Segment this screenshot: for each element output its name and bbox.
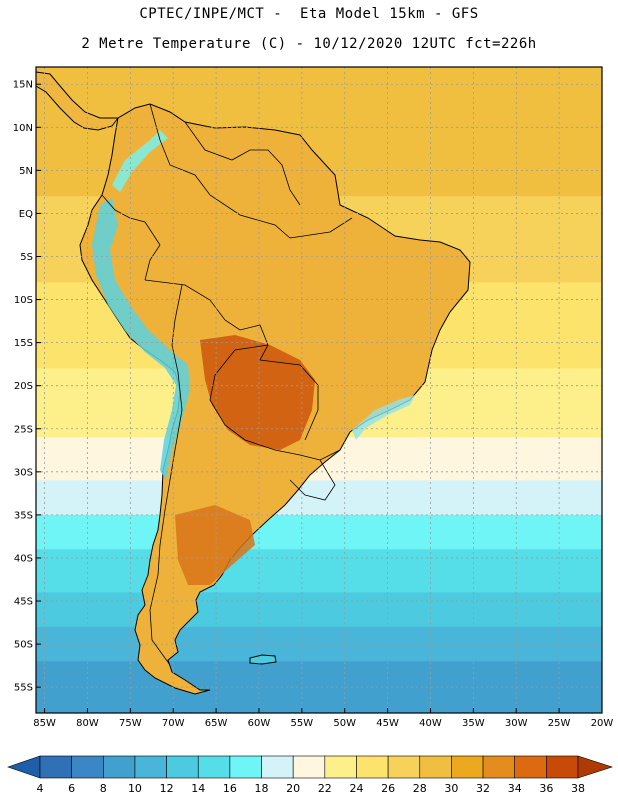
lon-tick-label: 85W <box>33 718 56 729</box>
country-borders <box>101 103 353 666</box>
lon-tick-label: 45W <box>376 718 399 729</box>
southeast-coast-cool-strip <box>352 395 415 440</box>
colorbar-swatch <box>451 755 484 779</box>
lon-tick-label: 20W <box>591 718 614 729</box>
falkland-islands <box>249 654 277 665</box>
colorbar-label: 36 <box>539 782 553 795</box>
temperature-colorbar: 4 6 8 10 12 14 16 18 20 22 24 26 28 30 32 34 36 38 <box>7 755 613 795</box>
colorbar-label: 12 <box>160 782 174 795</box>
colorbar-swatch <box>261 755 294 779</box>
colorbar-swatch <box>71 755 104 779</box>
colorbar-label: 10 <box>128 782 142 795</box>
colorbar-label: 28 <box>413 782 427 795</box>
lon-tick-label: 50W <box>333 718 356 729</box>
colorbar-label: 24 <box>349 782 363 795</box>
lat-tick-label: 55S <box>14 683 33 694</box>
ocean-band-7 <box>36 549 602 594</box>
colorbar-swatch <box>292 755 326 779</box>
lon-tick-label: 60W <box>248 718 271 729</box>
map-title-line-1: CPTEC/INPE/MCT - Eta Model 15km - GFS <box>139 6 479 22</box>
colorbar-swatch <box>134 755 167 779</box>
lon-tick-label: 35W <box>462 718 485 729</box>
lat-tick-label: 50S <box>14 640 33 651</box>
colorbar-label: 38 <box>571 782 585 795</box>
ocean-band-9 <box>36 626 602 663</box>
ocean-band-6 <box>36 514 602 551</box>
patagonia-warm-region <box>175 505 255 585</box>
colorbar-label: 18 <box>255 782 269 795</box>
colorbar-swatch <box>197 755 231 779</box>
northern-andes-cool-strip <box>112 130 168 192</box>
lat-tick-label: 10S <box>14 295 33 306</box>
hot-interior-region <box>200 335 315 450</box>
lat-tick-label: 35S <box>14 510 33 521</box>
lon-tick-label: 75W <box>119 718 142 729</box>
latitude-tick-labels: 15N 10N 5N EQ 5S 10S 15S 20S 25S 30S 35S 40S 45S 50S 5… <box>13 80 41 694</box>
lat-tick-label: 40S <box>14 553 33 564</box>
colorbar-swatch <box>514 755 547 779</box>
andes-cool-strip <box>92 198 190 480</box>
colorbar-swatch <box>39 755 72 779</box>
colorbar-label: 14 <box>191 782 205 795</box>
colorbar-swatch <box>419 755 452 779</box>
colorbar-swatch <box>324 755 357 779</box>
colorbar-high-arrow <box>577 755 613 779</box>
lat-tick-label: 10N <box>13 123 33 134</box>
lon-tick-label: 25W <box>548 718 571 729</box>
colorbar-label: 30 <box>444 782 458 795</box>
ocean-band-8 <box>36 592 602 628</box>
map-title-line-2: 2 Metre Temperature (C) - 10/12/2020 12U… <box>81 36 537 52</box>
graticule <box>36 67 602 713</box>
central-america-land <box>36 71 119 131</box>
lon-tick-label: 55W <box>291 718 314 729</box>
colorbar-label: 8 <box>100 782 107 795</box>
map-frame <box>35 66 603 714</box>
lat-tick-label: 20S <box>14 381 33 392</box>
colorbar-swatch <box>166 755 199 779</box>
colorbar-label: 22 <box>318 782 332 795</box>
lon-tick-label: 70W <box>162 718 185 729</box>
colorbar-label: 32 <box>476 782 490 795</box>
lon-tick-label: 80W <box>76 718 99 729</box>
longitude-tick-labels: 85W 80W 75W 70W 65W 60W 55W 50W 45W 40W 35W 30W 25W 2… <box>33 708 613 729</box>
lat-tick-label: 15S <box>14 338 33 349</box>
colorbar-swatch <box>546 755 579 779</box>
land-temperature-field <box>36 71 471 695</box>
colorbar-low-arrow <box>7 755 41 779</box>
lon-tick-label: 40W <box>419 718 442 729</box>
lat-tick-label: 25S <box>14 424 33 435</box>
colorbar-swatch <box>482 755 516 779</box>
lat-tick-label: 45S <box>14 597 33 608</box>
colorbar-swatch <box>229 755 262 779</box>
colorbar-swatch <box>102 755 136 779</box>
lon-tick-label: 30W <box>505 718 528 729</box>
colorbar-label: 4 <box>37 782 44 795</box>
colorbar-swatch <box>356 755 389 779</box>
lat-tick-label: 5S <box>20 252 33 263</box>
colorbar-label: 20 <box>286 782 300 795</box>
colorbar-label: 26 <box>381 782 395 795</box>
colorbar-label: 6 <box>68 782 75 795</box>
colorbar-swatch <box>387 755 421 779</box>
lat-tick-label: 30S <box>14 467 33 478</box>
colorbar-label: 16 <box>223 782 237 795</box>
lat-tick-label: 5N <box>19 166 33 177</box>
lat-tick-label: EQ <box>19 209 33 220</box>
lon-tick-label: 65W <box>205 718 228 729</box>
colorbar-label: 34 <box>508 782 522 795</box>
ocean-band-10 <box>36 661 602 713</box>
lat-tick-label: 15N <box>13 80 33 91</box>
